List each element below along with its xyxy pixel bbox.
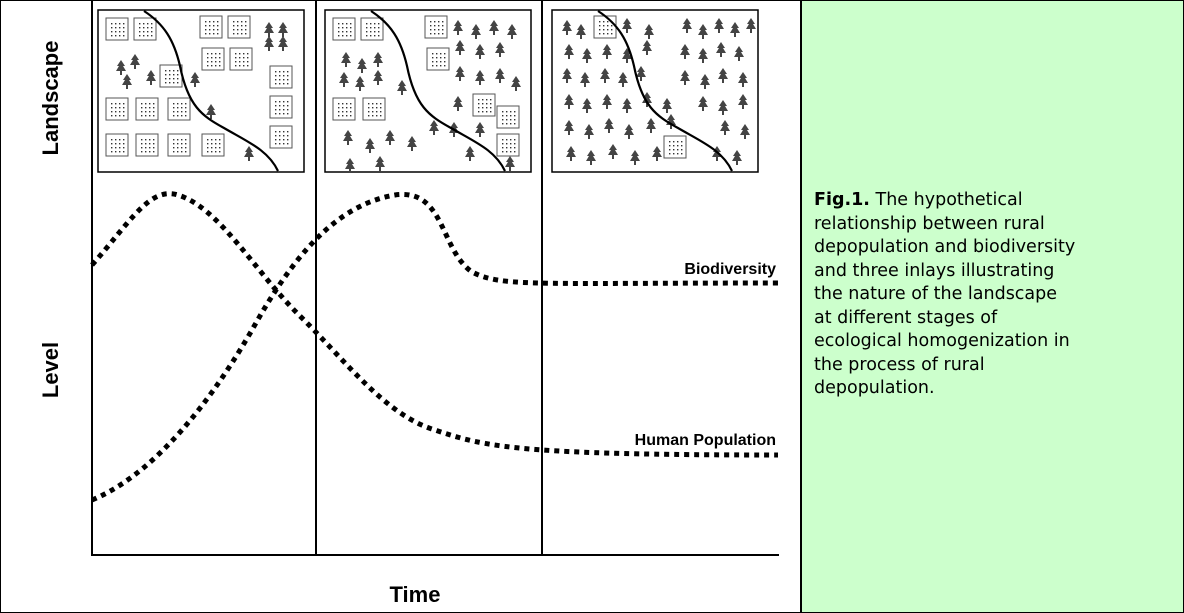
field-icon [332, 97, 356, 121]
caption-line: at different stages of [814, 307, 1075, 331]
field-icon [201, 133, 225, 157]
field-icon [135, 133, 159, 157]
caption-line: and three inlays illustrating [814, 260, 1075, 284]
caption-line: the process of rural [814, 354, 1075, 378]
field-icon [105, 133, 129, 157]
field-icon [227, 15, 251, 39]
field-icon [663, 135, 687, 159]
field-icon [269, 95, 293, 119]
field-icon [593, 15, 617, 39]
caption-text: at different stages of [814, 307, 998, 328]
caption-text: depopulation and biodiversity [814, 237, 1076, 257]
caption-line: the nature of the landscape [814, 283, 1075, 307]
field-icon [105, 17, 129, 41]
field-icon [362, 97, 386, 121]
caption-text: relationship between rural [814, 213, 1045, 234]
field-icon [133, 17, 157, 41]
river [597, 10, 733, 172]
river [370, 10, 506, 172]
field-icon [426, 47, 450, 71]
river [143, 10, 279, 172]
caption-panel: Fig.1. The hypothetical relationship betw… [801, 0, 1184, 613]
field-icon [496, 133, 520, 157]
caption-line: Fig.1. The hypothetical [814, 189, 1075, 213]
inlay [97, 9, 305, 173]
caption-line: depopulation and biodiversity [814, 236, 1075, 260]
field-icon [159, 64, 183, 88]
inlays [97, 9, 759, 173]
curve-label: Human Population [635, 432, 776, 449]
field-icon [332, 17, 356, 41]
biodiversity-curve [91, 192, 779, 503]
curve-label: Biodiversity [684, 261, 776, 278]
field-icon [135, 97, 159, 121]
axis-label: Time [390, 582, 441, 607]
caption-text: The hypothetical [875, 190, 1023, 210]
field-icon [229, 47, 253, 71]
caption-line: depopulation. [814, 377, 1075, 401]
field-icon [360, 17, 384, 41]
diagram: Biodiversity Human Population Landscape … [0, 0, 801, 613]
inlay [551, 9, 759, 173]
field-icon [201, 47, 225, 71]
field-icon [199, 15, 223, 39]
field-icon [424, 15, 448, 39]
field-icon [496, 105, 520, 129]
caption-text: and three inlays illustrating [814, 260, 1055, 281]
caption-text: the nature of the landscape [814, 284, 1058, 304]
caption-text: ecological homogenization in [814, 331, 1070, 351]
inlay-frame [551, 9, 759, 173]
human-population-curve [90, 191, 779, 458]
field-icon [167, 97, 191, 121]
caption: Fig.1. The hypothetical relationship betw… [814, 189, 1075, 401]
axis-label: Level [38, 342, 63, 398]
field-icon [472, 93, 496, 117]
field-icon [269, 125, 293, 149]
caption-text: depopulation. [814, 378, 935, 398]
caption-line: ecological homogenization in [814, 330, 1075, 354]
caption-label: Fig.1. [814, 190, 870, 210]
field-icon [269, 65, 293, 89]
caption-line: relationship between rural [814, 213, 1075, 237]
caption-text: the process of rural [814, 354, 985, 375]
axis-label: Landscape [38, 41, 63, 156]
inlay [324, 9, 532, 173]
field-icon [167, 133, 191, 157]
field-icon [105, 97, 129, 121]
